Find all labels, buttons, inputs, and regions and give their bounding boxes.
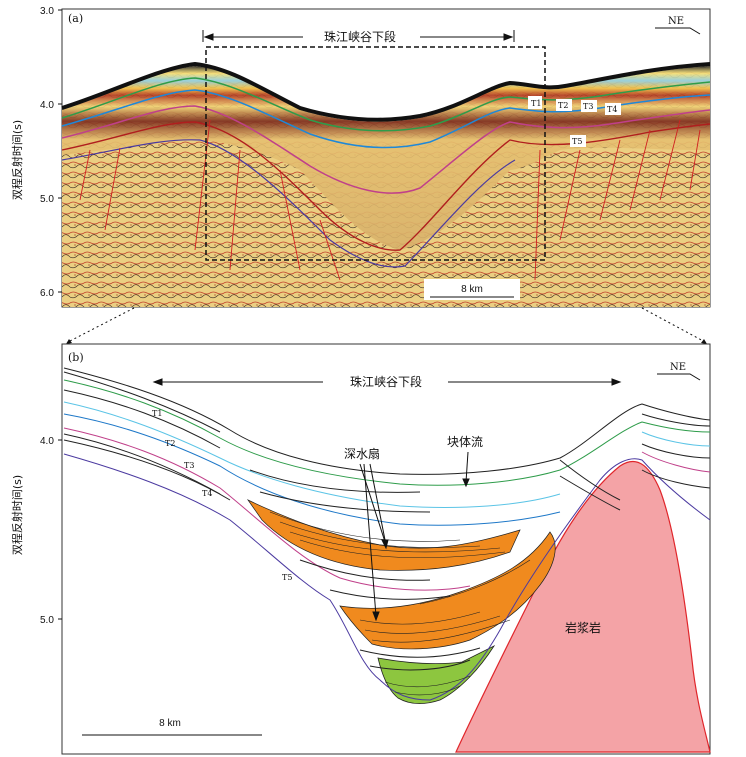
igneous-label: 岩浆岩: [565, 620, 601, 635]
y-tick-a-3: 3.0: [40, 6, 54, 17]
deepwater-fan-upper: [246, 499, 521, 571]
horizon-red-a: [61, 121, 711, 251]
y-tick-b-5: 5.0: [40, 615, 54, 626]
title-arrow-a: [202, 30, 515, 42]
fan-pointers: [359, 463, 389, 622]
panel-label-a: (a): [68, 12, 83, 25]
horizon-lightblue-b: [63, 401, 561, 508]
y-tick-a-4: 4.0: [40, 100, 54, 111]
connector-arrow-right: [701, 339, 707, 344]
scale-box-a: [424, 279, 520, 300]
horizon-label-t3-a: T3: [583, 102, 593, 111]
horizon-magenta-a: [61, 105, 711, 194]
horizon-label-t5-a: T5: [572, 137, 582, 146]
horizon-label-t2-a: T2: [558, 101, 568, 110]
horizon-label-t4-b: T4: [202, 489, 212, 498]
y-axis-label-b: 双程反射时间(s): [10, 475, 24, 555]
y-tick-b-4: 4.0: [40, 436, 54, 447]
scale-label-a: 8 km: [461, 284, 483, 295]
igneous-body: [455, 460, 711, 753]
panel-a: 珠江峡谷下段 (a) NE T1 T2 T3 T4 T5 8 km 3.0 4.…: [10, 6, 711, 308]
horizon-label-t1-b: T1: [152, 409, 162, 418]
horizon-purple-a: [61, 139, 516, 268]
horizon-label-t4-a: T4: [607, 105, 617, 114]
focus-box: [205, 46, 546, 261]
horizon-label-t5-b: T5: [282, 573, 292, 582]
seafloor-b: [63, 367, 711, 475]
deepwater-fan-lower: [339, 531, 556, 650]
horizon-labels-b: T1 T2 T3 T4 T5: [152, 409, 292, 582]
y-tick-a-6: 6.0: [40, 288, 54, 299]
panel-b: (b) 珠江峡谷下段 NE 岩浆岩: [10, 343, 711, 755]
horizon-label-t2-b: T2: [165, 439, 175, 448]
y-axis-label-a: 双程反射时间(s): [10, 120, 24, 200]
horizon-magenta-b: [63, 427, 471, 591]
north-east-label-b: NE: [670, 362, 686, 373]
zoom-connectors: [67, 307, 706, 343]
horizon-labels-a: T1 T2 T3 T4 T5: [528, 96, 621, 147]
horizon-green-a: [61, 77, 711, 132]
horizon-blue-a: [61, 89, 711, 149]
fan-hatching: [269, 511, 531, 696]
horizon-label-t1-a: T1: [531, 99, 541, 108]
y-ticks-marks-a: [58, 9, 62, 293]
connector-arrow-left: [66, 339, 72, 344]
y-ticks-marks-b: [58, 439, 62, 620]
north-east-arrow-b: [657, 373, 701, 381]
title-arrow-b: [152, 378, 622, 386]
panel-label-b: (b): [68, 351, 84, 364]
fault-lines-a: [79, 119, 701, 281]
horizon-label-t3-b: T3: [184, 461, 194, 470]
mass-flow-pointer: [462, 451, 470, 488]
scale-label-b: 8 km: [159, 718, 181, 729]
horizon-blue-b: [63, 413, 561, 526]
y-tick-a-5: 5.0: [40, 194, 54, 205]
seafloor-reflector: [61, 61, 711, 122]
title-b: 珠江峡谷下段: [350, 374, 422, 389]
horizon-purple-b: [63, 453, 711, 701]
horizon-green-b: [63, 379, 711, 486]
horizons-b: [63, 367, 711, 701]
fan-label: 深水扇: [344, 446, 380, 461]
mass-flow-label: 块体流: [447, 435, 483, 449]
north-east-label-a: NE: [668, 16, 684, 27]
north-east-arrow-a: [655, 27, 701, 35]
basal-green-fill: [377, 644, 496, 704]
title-a: 珠江峡谷下段: [324, 29, 396, 44]
